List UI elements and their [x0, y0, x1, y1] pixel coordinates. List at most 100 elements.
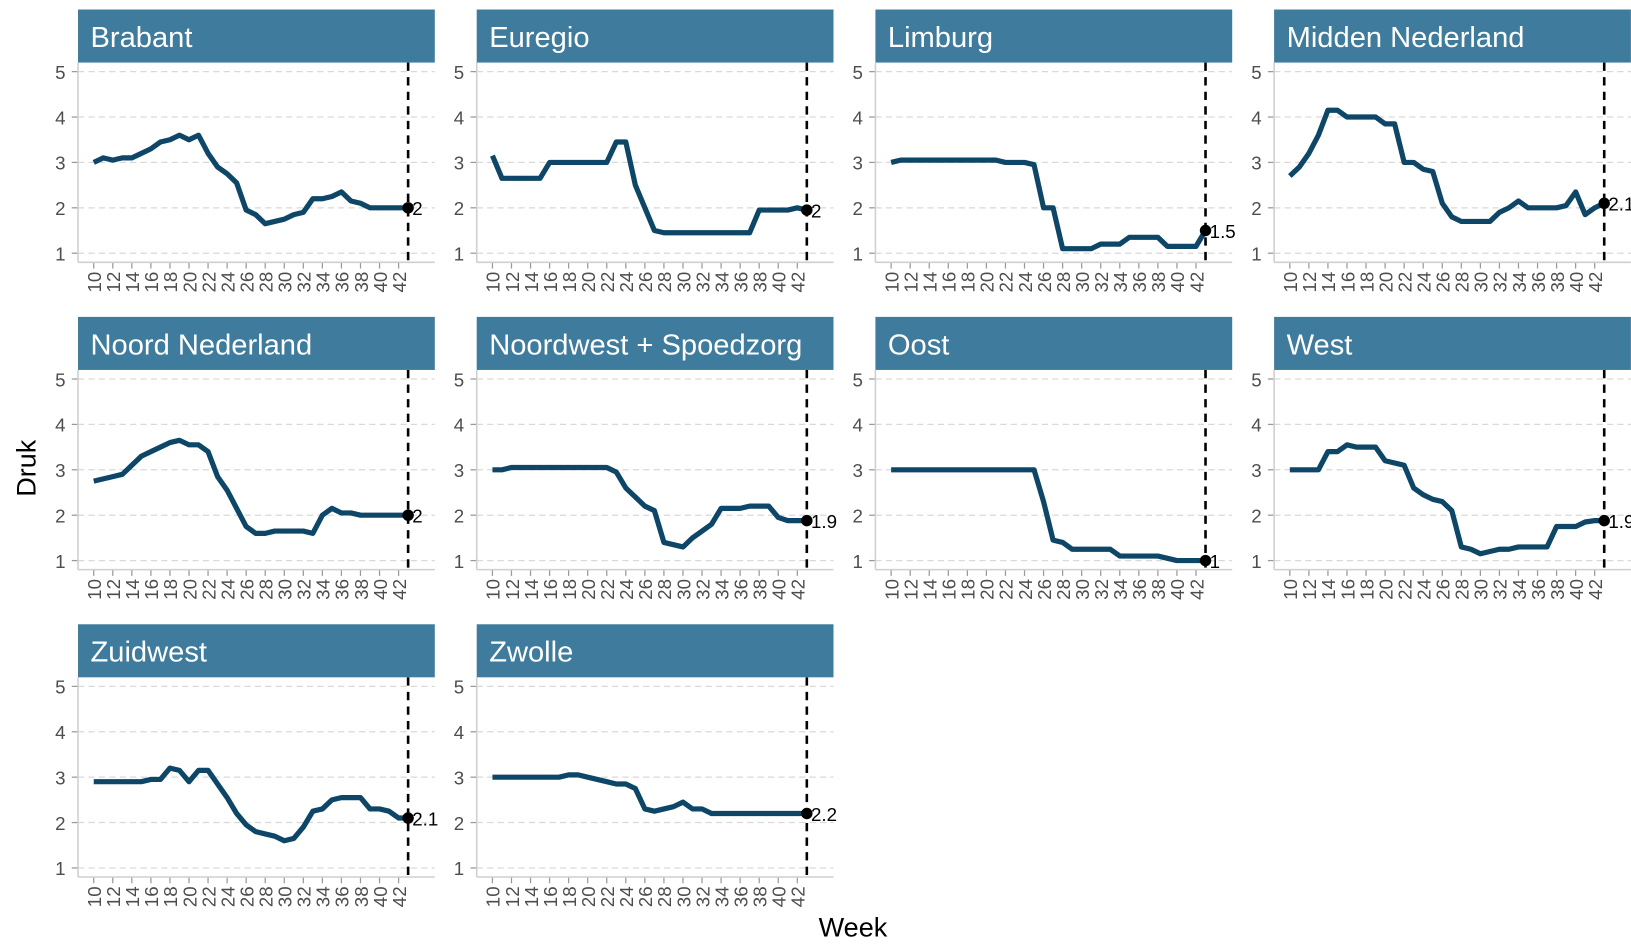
- x-tick-label: 12: [900, 272, 921, 293]
- y-tick-label: 4: [1251, 415, 1261, 436]
- end-label: 2.1: [412, 808, 438, 829]
- panel-title: Zuidwest: [90, 637, 206, 669]
- y-axis-title: Druk: [11, 439, 41, 497]
- y-tick-label: 1: [55, 243, 65, 264]
- end-label: 2: [811, 200, 821, 221]
- end-label: 2.2: [811, 804, 837, 825]
- x-tick-label: 20: [578, 272, 599, 293]
- x-tick-label: 24: [1015, 272, 1036, 293]
- x-tick-label: 14: [521, 579, 542, 600]
- x-tick-label: 18: [160, 272, 181, 293]
- strip: [476, 624, 834, 678]
- x-tick-label: 30: [1471, 272, 1492, 293]
- y-tick-label: 3: [454, 153, 464, 174]
- y-tick-label: 5: [55, 369, 65, 390]
- panel-title: West: [1287, 329, 1353, 361]
- x-tick-label: 16: [1337, 272, 1358, 293]
- x-tick-label: 24: [217, 579, 238, 600]
- x-tick-label: 26: [236, 579, 257, 600]
- x-tick-label: 26: [635, 272, 656, 293]
- series-line: [490, 139, 808, 236]
- x-tick-label: 14: [1318, 272, 1339, 293]
- y-tick-label: 1: [853, 551, 863, 572]
- x-tick-label: 16: [540, 886, 561, 907]
- x-tick-label: 22: [198, 579, 219, 600]
- x-tick-label: 28: [1452, 579, 1473, 600]
- y-tick-label: 2: [1251, 505, 1261, 526]
- y-tick-label: 5: [454, 369, 464, 390]
- x-tick-label: 28: [654, 579, 675, 600]
- x-tick-label: 40: [370, 272, 391, 293]
- x-tick-label: 18: [160, 579, 181, 600]
- x-tick-label: 16: [939, 579, 960, 600]
- x-tick-label: 36: [730, 579, 751, 600]
- x-tick-label: 12: [502, 886, 523, 907]
- x-tick-label: 42: [1186, 272, 1207, 293]
- x-tick-label: 18: [559, 886, 580, 907]
- x-tick-label: 16: [939, 272, 960, 293]
- y-tick-label: 5: [454, 677, 464, 698]
- x-tick-label: 24: [1413, 272, 1434, 293]
- y-tick-label: 5: [1251, 62, 1261, 83]
- x-tick-label: 40: [769, 272, 790, 293]
- x-tick-label: 32: [1490, 272, 1511, 293]
- x-tick-label: 10: [881, 272, 902, 293]
- x-tick-label: 12: [502, 579, 523, 600]
- x-tick-label: 22: [597, 886, 618, 907]
- y-tick-label: 4: [55, 107, 65, 128]
- y-tick-label: 1: [454, 858, 464, 879]
- x-tick-label: 34: [1110, 272, 1131, 293]
- y-tick-label: 2: [853, 505, 863, 526]
- x-tick-label: 10: [1280, 272, 1301, 293]
- y-tick-label: 1: [454, 243, 464, 264]
- series-line: [92, 132, 409, 227]
- x-tick-label: 32: [1091, 579, 1112, 600]
- strip: [1274, 316, 1631, 370]
- y-tick-label: 4: [454, 107, 464, 128]
- x-tick-label: 14: [1318, 579, 1339, 600]
- x-tick-label: 18: [1356, 579, 1377, 600]
- y-tick-label: 1: [55, 551, 65, 572]
- y-tick-label: 3: [454, 460, 464, 481]
- end-label: 1.5: [1210, 221, 1236, 242]
- x-tick-label: 14: [122, 886, 143, 907]
- x-tick-label: 28: [255, 579, 276, 600]
- x-tick-label: 36: [730, 272, 751, 293]
- y-tick-label: 5: [853, 369, 863, 390]
- x-tick-label: 32: [294, 886, 315, 907]
- x-tick-label: 42: [389, 886, 410, 907]
- x-tick-label: 34: [711, 579, 732, 600]
- x-tick-label: 40: [370, 886, 391, 907]
- x-tick-label: 40: [769, 886, 790, 907]
- x-tick-label: 32: [692, 579, 713, 600]
- x-tick-label: 22: [1394, 272, 1415, 293]
- x-tick-label: 24: [1015, 579, 1036, 600]
- x-tick-label: 36: [1528, 272, 1549, 293]
- series-line: [492, 772, 807, 817]
- y-tick-label: 5: [1251, 369, 1261, 390]
- x-tick-label: 34: [711, 272, 732, 293]
- end-label: 2.1: [1608, 194, 1631, 215]
- x-tick-label: 34: [313, 579, 334, 600]
- panel-title: Noordwest + Spoedzorg: [489, 329, 802, 361]
- x-tick-label: 42: [788, 886, 809, 907]
- panel-title: Limburg: [888, 22, 993, 54]
- x-tick-label: 12: [900, 579, 921, 600]
- x-tick-label: 42: [389, 579, 410, 600]
- y-tick-label: 1: [1251, 551, 1261, 572]
- x-tick-label: 20: [977, 272, 998, 293]
- x-tick-label: 12: [103, 272, 124, 293]
- x-tick-label: 16: [141, 272, 162, 293]
- x-tick-label: 14: [920, 579, 941, 600]
- x-tick-label: 20: [179, 886, 200, 907]
- x-tick-label: 36: [1129, 579, 1150, 600]
- x-tick-label: 18: [958, 272, 979, 293]
- x-tick-label: 14: [920, 272, 941, 293]
- x-tick-label: 16: [141, 579, 162, 600]
- end-point: [402, 812, 414, 824]
- series-line: [891, 467, 1206, 564]
- strip: [875, 316, 1233, 370]
- y-tick-label: 3: [55, 460, 65, 481]
- x-tick-label: 26: [635, 579, 656, 600]
- y-tick-label: 2: [454, 505, 464, 526]
